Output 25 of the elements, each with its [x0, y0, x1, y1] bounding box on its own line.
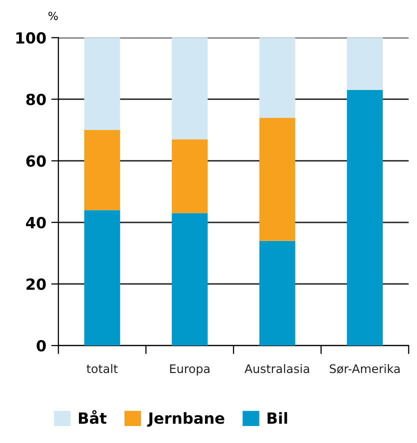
y-tick-label: 60 [26, 155, 46, 167]
bar [172, 139, 208, 214]
bar [346, 90, 383, 346]
bar [84, 210, 120, 346]
legend-label: Bil [268, 412, 288, 424]
bar [259, 240, 296, 346]
x-tick-label: Sør-Amerika [330, 364, 400, 374]
y-tick-label: 20 [26, 278, 46, 290]
bar [346, 38, 383, 90]
x-tick-label: Australasia [244, 364, 310, 374]
bar [172, 213, 208, 346]
x-tick-label: totalt [86, 364, 118, 374]
x-tick-label: Europa [170, 364, 210, 376]
bar [84, 130, 120, 210]
y-tick-label: 40 [26, 216, 46, 228]
y-tick-label: 0 [36, 340, 46, 352]
legend-label: Båt [78, 410, 106, 424]
bar [172, 38, 208, 140]
legend-label: Jernbane [147, 412, 224, 427]
bar [259, 118, 296, 241]
y-axis-title: % [48, 12, 58, 20]
bar [84, 38, 120, 130]
y-tick-label: 80 [26, 94, 46, 106]
bar [259, 38, 296, 118]
y-tick-label: 100 [16, 32, 46, 44]
